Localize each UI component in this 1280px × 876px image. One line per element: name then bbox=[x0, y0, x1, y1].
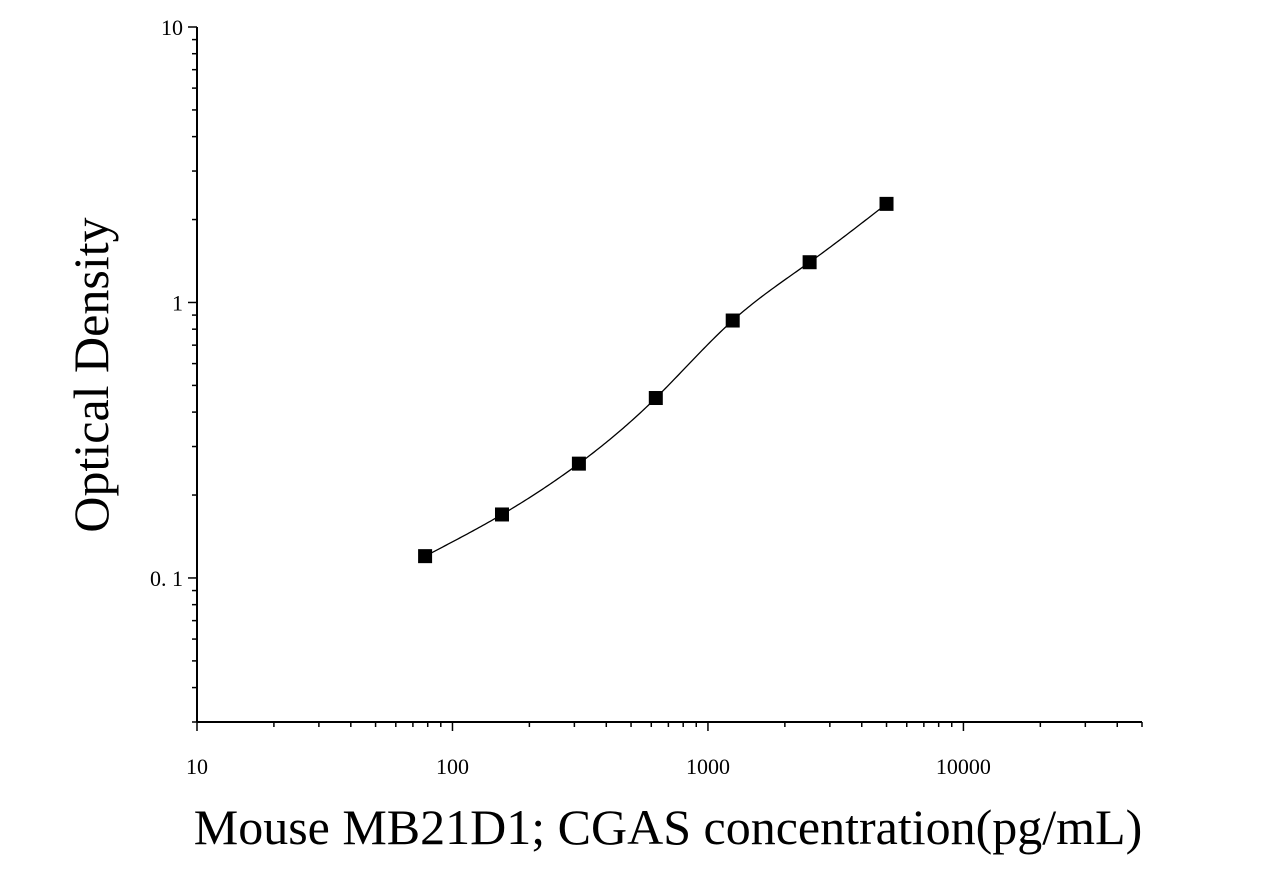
fit-curve-group bbox=[424, 203, 887, 557]
y-tick-label: 10 bbox=[161, 15, 183, 40]
data-point bbox=[802, 255, 817, 270]
x-tick-label: 10 bbox=[186, 754, 208, 779]
data-points bbox=[418, 196, 894, 564]
y-axis-title: Optical Density bbox=[63, 217, 119, 532]
x-axis-title: Mouse MB21D1; CGAS concentration(pg/mL) bbox=[194, 799, 1143, 855]
data-point bbox=[494, 507, 509, 522]
data-point bbox=[879, 196, 894, 211]
axes bbox=[196, 27, 1142, 723]
x-tick-label: 100 bbox=[436, 754, 469, 779]
fit-curve bbox=[424, 203, 887, 557]
data-point bbox=[571, 456, 586, 471]
y-tick-label: 1 bbox=[172, 290, 183, 315]
ticks: 0. 1 1 10 10 100 1000 10000 bbox=[150, 15, 1143, 779]
data-point bbox=[725, 313, 740, 328]
data-point bbox=[648, 391, 663, 406]
x-tick-label: 10000 bbox=[936, 754, 991, 779]
data-point bbox=[418, 549, 433, 564]
x-tick-label: 1000 bbox=[686, 754, 730, 779]
y-tick-label: 0. 1 bbox=[150, 566, 183, 591]
